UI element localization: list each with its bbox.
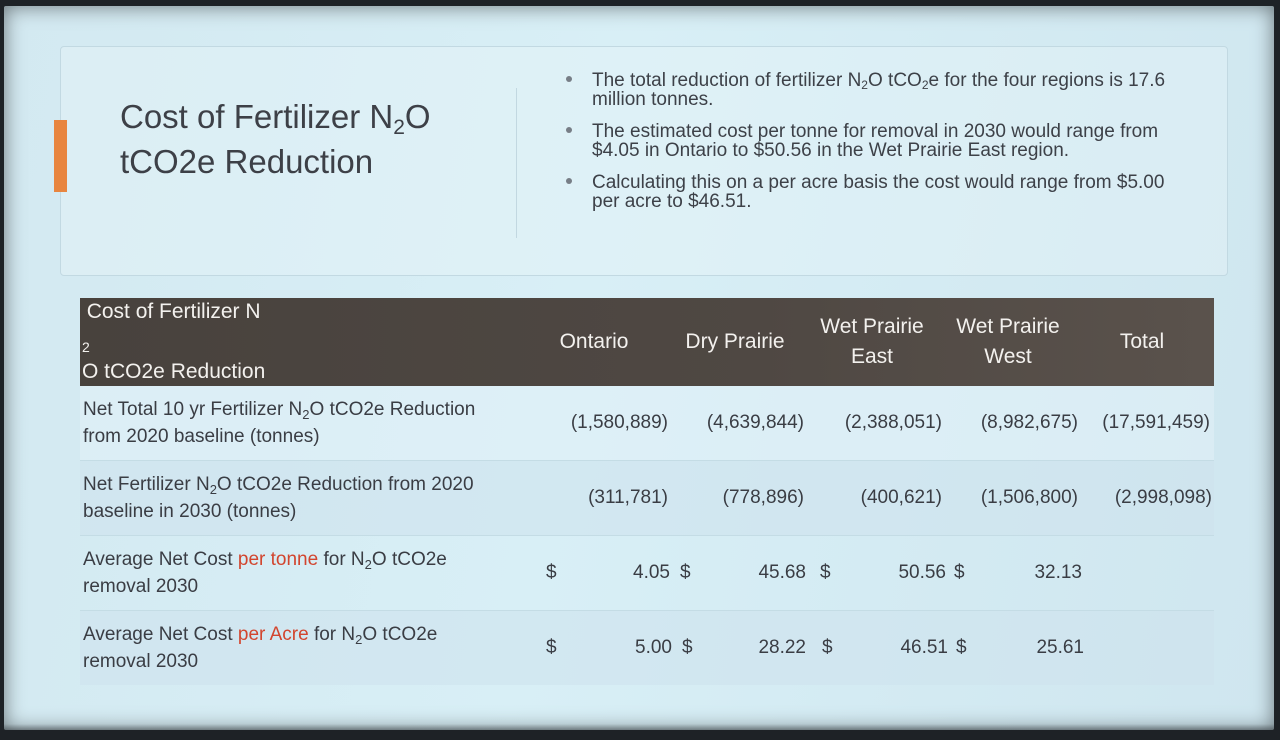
header-ontario: Ontario — [559, 330, 629, 353]
title-divider — [516, 88, 517, 238]
table-row: Net Total 10 yr Fertilizer N2O tCO2e Red… — [80, 386, 1214, 460]
bullet-dot-icon — [566, 76, 572, 82]
cell-wet-prairie-east: (2,388,051) — [844, 412, 942, 433]
cell-total: (17,591,459) — [1102, 412, 1210, 433]
cell-dry-prairie: 45.68 — [758, 562, 806, 583]
currency-symbol: $ — [954, 562, 965, 583]
cell-wet-prairie-east: 50.56 — [898, 562, 946, 583]
accent-bar — [54, 120, 67, 192]
row-label: Average Net Cost per Acre for N2O tCO2e r… — [83, 624, 438, 672]
cell-total: (2,998,098) — [1114, 487, 1212, 508]
presentation-slide: Cost of Fertilizer N2O tCO2e Reduction T… — [4, 6, 1274, 730]
slide-title-line-1: Cost of Fertilizer N2O — [120, 98, 431, 139]
slide-title-line-2: tCO2e Reduction — [120, 143, 374, 180]
row-label: Average Net Cost per tonne for N2O tCO2e… — [83, 549, 447, 597]
currency-symbol: $ — [820, 562, 831, 583]
currency-symbol: $ — [956, 637, 967, 658]
row-separator — [80, 610, 1214, 611]
cell-dry-prairie: 28.22 — [758, 637, 806, 658]
photo-edge-shadow — [0, 724, 1280, 740]
cell-ontario: 5.00 — [635, 637, 672, 658]
bullet-item: Calculating this on a per acre basis the… — [566, 173, 1166, 211]
header-wet-prairie-east: Wet Prairie East — [820, 315, 924, 368]
cell-ontario: (311,781) — [588, 487, 668, 508]
row-label: Net Fertilizer N2O tCO2e Reduction from … — [83, 474, 474, 522]
cell-wet-prairie-west: (8,982,675) — [980, 412, 1078, 433]
cell-wet-prairie-west: 32.13 — [1034, 562, 1082, 583]
currency-symbol: $ — [822, 637, 833, 658]
cell-ontario: (1,580,889) — [570, 412, 668, 433]
cell-wet-prairie-west: 25.61 — [1036, 637, 1084, 658]
title-panel — [60, 46, 1228, 276]
row-separator — [80, 460, 1214, 461]
row-separator — [80, 535, 1214, 536]
cell-wet-prairie-east: 46.51 — [900, 637, 948, 658]
currency-symbol: $ — [546, 562, 557, 583]
cell-ontario: 4.05 — [633, 562, 670, 583]
cell-dry-prairie: (4,639,844) — [706, 412, 804, 433]
table-row: Average Net Cost per tonne for N2O tCO2e… — [80, 536, 1214, 610]
row-label: Net Total 10 yr Fertilizer N2O tCO2e Red… — [83, 399, 476, 447]
header-wet-prairie-west: Wet Prairie West — [956, 315, 1060, 368]
cell-wet-prairie-east: (400,621) — [860, 487, 942, 508]
currency-symbol: $ — [546, 637, 557, 658]
header-dry-prairie: Dry Prairie — [685, 330, 785, 353]
bullet-item: The total reduction of fertilizer N2O tC… — [566, 71, 1166, 109]
bullet-dot-icon — [566, 127, 572, 133]
bullet-item: The estimated cost per tonne for removal… — [566, 122, 1166, 160]
cell-dry-prairie: (778,896) — [722, 487, 804, 508]
bullet-dot-icon — [566, 178, 572, 184]
currency-symbol: $ — [680, 562, 691, 583]
cell-wet-prairie-west: (1,506,800) — [980, 487, 1078, 508]
summary-bullets: The total reduction of fertilizer N2O tC… — [566, 71, 1166, 224]
currency-symbol: $ — [682, 637, 693, 658]
table-row: Net Fertilizer N2O tCO2e Reduction from … — [80, 461, 1214, 535]
table-row: Average Net Cost per Acre for N2O tCO2e r… — [80, 611, 1214, 685]
slide-title: Cost of Fertilizer N2O tCO2e Reduction — [120, 94, 500, 184]
header-total: Total — [1119, 330, 1165, 353]
